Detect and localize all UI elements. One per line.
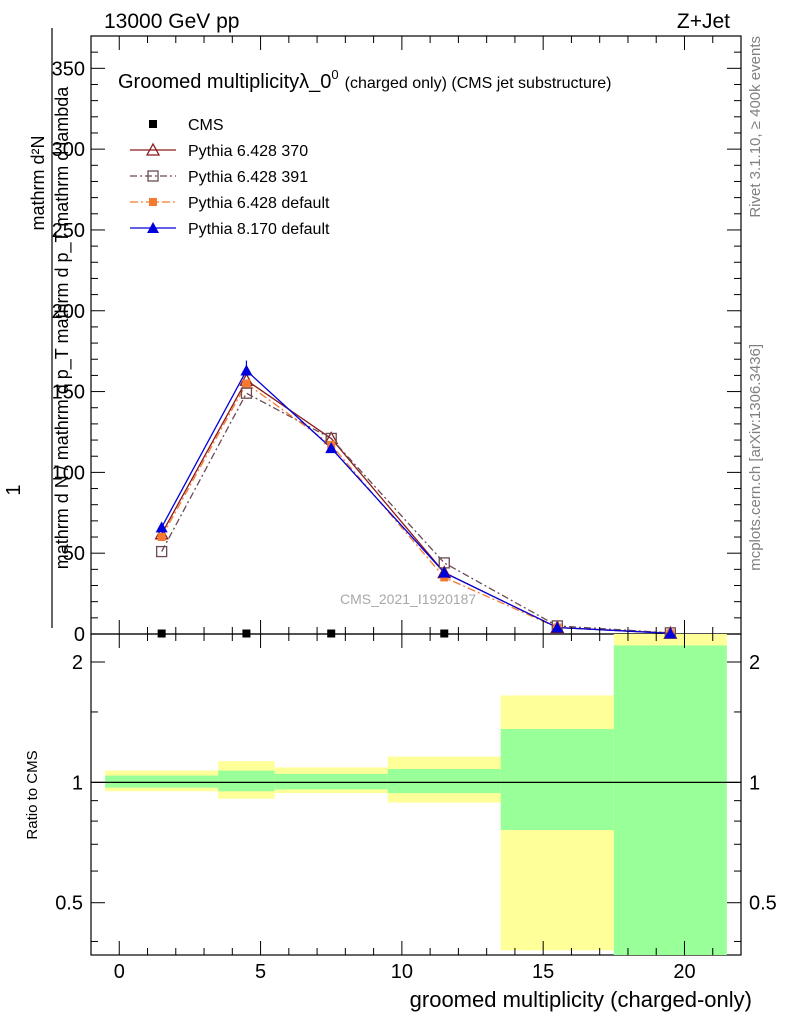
ratio-band-green-1 <box>218 770 275 792</box>
series-4-point-3 <box>438 566 451 578</box>
ratio-xtick-label-2: 10 <box>391 961 413 983</box>
ratio-ytick-label-left-0: 0.5 <box>55 893 83 915</box>
series-markers <box>154 360 678 639</box>
legend: CMS Pythia 6.428 370 Pythia 6.428 391 Pythi… <box>130 117 330 238</box>
ratio-xtick-label-3: 15 <box>532 961 554 983</box>
main-title: Groomed multiplicityλ_00 (charged only) (… <box>118 67 611 93</box>
series-line-4 <box>161 369 671 635</box>
main-title-suffix: (charged only) (CMS jet substructure) <box>345 75 612 92</box>
series-3-point-1 <box>242 379 251 388</box>
series-4-point-0 <box>155 521 168 533</box>
main-title-sup: 0 <box>331 67 338 82</box>
series-0-point-3 <box>440 629 449 638</box>
legend-entry-4: Pythia 8.170 default <box>188 221 330 238</box>
ratio-ytick-label-right-0: 0.5 <box>749 893 777 915</box>
ratio-band-green-3 <box>387 768 501 794</box>
main-ytick-label-5: 250 <box>52 220 85 242</box>
legend-marker-4 <box>147 222 159 233</box>
rivet-label: Rivet 3.1.10, ≥ 400k events <box>747 36 764 218</box>
legend-entry-1: Pythia 6.428 370 <box>188 143 308 160</box>
legend-marker-2 <box>147 170 159 182</box>
ratio-xtick-label-4: 20 <box>673 961 695 983</box>
series-0-point-2 <box>327 629 336 638</box>
watermark: CMS_2021_I1920187 <box>340 591 476 607</box>
series-2-point-1 <box>240 387 253 399</box>
ylabel-prefactor: 1 <box>3 484 25 495</box>
ratio-xtick-label-1: 5 <box>255 961 266 983</box>
series-0-point-1 <box>242 629 251 638</box>
plot-frames <box>90 35 742 956</box>
ratio-ytick-label-right-1: 1 <box>749 772 760 794</box>
main-ytick-label-1: 50 <box>63 543 85 565</box>
ylabel-numerator: mathrm d²N <box>28 135 48 230</box>
series-4-point-5 <box>664 627 677 639</box>
legend-marker-1 <box>145 142 161 156</box>
legend-entry-3: Pythia 6.428 default <box>188 195 330 212</box>
main-ytick-label-0: 0 <box>74 624 85 646</box>
ratio-ytick-label-left-2: 2 <box>72 652 83 674</box>
series-3-point-0 <box>157 533 166 542</box>
header-process-label: Z+Jet <box>677 10 730 33</box>
main-ytick-label-7: 350 <box>52 58 85 80</box>
ratio-ytick-label-right-2: 2 <box>749 652 760 674</box>
main-ytick-label-6: 300 <box>52 139 85 161</box>
x-axis-title: groomed multiplicity (charged-only) <box>410 987 752 1012</box>
header-energy-label: 13000 GeV pp <box>104 10 239 33</box>
legend-marker-0 <box>149 120 157 128</box>
main-ytick-label-2: 100 <box>52 462 85 484</box>
ratio-band-green-2 <box>274 773 388 790</box>
ratio-bands <box>91 634 741 955</box>
ratio-y-axis-title: Ratio to CMS <box>24 750 41 839</box>
ylabel-denominator: mathrm d N / mathrm d p_T mathrm d p_T m… <box>52 86 73 569</box>
series-4-point-4 <box>551 621 564 633</box>
ratio-band-green-0 <box>105 775 219 788</box>
main-ytick-label-3: 150 <box>52 382 85 404</box>
ratio-ytick-label-left-1: 1 <box>72 772 83 794</box>
legend-entry-2: Pythia 6.428 391 <box>188 169 308 186</box>
series-2-point-0 <box>156 545 168 558</box>
series-lines <box>161 369 671 635</box>
ratio-plot-frame <box>90 633 742 956</box>
mcplots-label: mcplots.cern.ch [arXiv:1306.3436] <box>747 344 764 571</box>
series-4-point-2 <box>325 442 338 454</box>
legend-entry-0: CMS <box>188 117 224 134</box>
ratio-band-green-4 <box>500 728 614 831</box>
axis-ticks: 0 50 100 150 200 250 300 350 0 5 10 15 20 0.5 0.5 1 1 2 2 <box>52 36 777 983</box>
ratio-band-green-5 <box>613 645 727 955</box>
series-0-point-0 <box>157 629 166 638</box>
main-ytick-label-4: 200 <box>52 301 85 323</box>
main-title-text: Groomed multiplicityλ_0 <box>118 71 331 93</box>
legend-marker-3 <box>149 198 157 206</box>
ratio-xtick-label-0: 0 <box>114 961 125 983</box>
main-y-axis-title: mathrm d²N mathrm d N / mathrm d p_T mat… <box>28 28 73 628</box>
